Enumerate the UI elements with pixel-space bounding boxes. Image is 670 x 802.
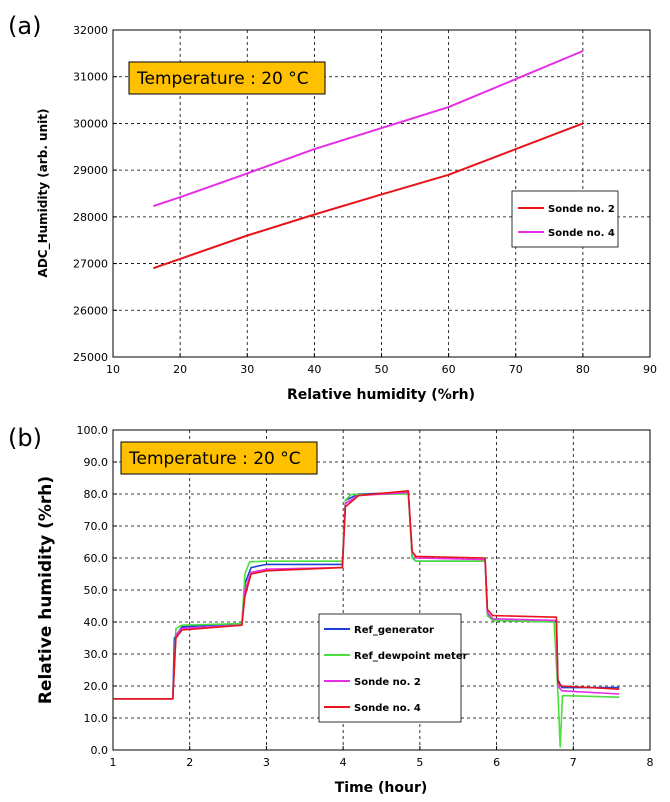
b-x-tick-label: 2 [186,756,193,769]
b-y-tick-label: 0.0 [91,744,109,757]
a-x-tick-label: 90 [643,363,657,376]
b-y-tick-label: 70.0 [84,520,109,533]
panel-a-temperature-callout: Temperature : 20 °C [128,61,326,95]
a-x-tick-label: 70 [509,363,523,376]
panel-b-temperature-callout: Temperature : 20 °C [120,441,318,475]
b-x-tick-label: 8 [647,756,654,769]
a-y-tick-label: 28000 [73,211,108,224]
panel-a-legend: Sonde no. 2 Sonde no. 4 [511,190,619,248]
b-x-tick-label: 7 [570,756,577,769]
a-y-tick-label: 25000 [73,351,108,364]
b-y-tick-label: 30.0 [84,648,109,661]
b-x-tick-label: 3 [263,756,270,769]
panel-a-legend-box [511,190,619,248]
panel-b-letter: (b) [8,424,42,452]
a-y-tick-label: 32000 [73,24,108,37]
a-y-tick-label: 27000 [73,258,108,271]
panel-b-x-ticks: 1 2 3 4 5 6 7 8 [110,746,654,769]
panel-b: (b) 1 2 3 4 5 6 7 8 0.0 10.0 20.0 30.0 40.0 50.0 60.0… [8,424,654,796]
b-y-tick-label: 20.0 [84,680,109,693]
panel-a-series [152,50,584,270]
b-x-tick-label: 6 [493,756,500,769]
b-x-tick-label: 5 [416,756,423,769]
panel-a: (a) 10 20 30 40 50 60 70 80 90 25000 26000 27000 28… [8,12,657,403]
b-legend-label-sonde-no-4: Sonde no. 4 [354,703,421,714]
panel-b-x-axis-title: Time (hour) [335,780,428,796]
b-x-tick-label: 1 [110,756,117,769]
b-y-tick-label: 10.0 [84,712,109,725]
a-y-tick-label: 30000 [73,117,108,130]
panel-b-legend: Ref_generator Ref_dewpoint meter Sonde no.… [318,613,468,723]
a-legend-label-sonde-no-2: Sonde no. 2 [548,204,615,215]
panel-a-callout-box [128,61,326,95]
a-legend-label-sonde-no-4: Sonde no. 4 [548,228,615,239]
panel-b-callout-text: Temperature : 20 °C [128,449,301,469]
panel-a-x-axis-title: Relative humidity (%rh) [287,387,475,403]
a-y-tick-label: 26000 [73,304,108,317]
b-y-tick-label: 60.0 [84,552,109,565]
a-x-tick-label: 60 [442,363,456,376]
panel-b-y-ticks: 0.0 10.0 20.0 30.0 40.0 50.0 60.0 70.0 80.0 90.0 1… [77,424,117,757]
b-legend-label-ref-dewpoint-meter: Ref_dewpoint meter [354,651,468,662]
a-x-tick-label: 50 [375,363,389,376]
a-y-tick-label: 31000 [73,71,108,84]
panel-b-legend-box [318,613,462,723]
b-y-tick-label: 100.0 [77,424,109,437]
b-legend-label-sonde-no-2: Sonde no. 2 [354,677,421,688]
a-x-tick-label: 80 [576,363,590,376]
panel-a-y-ticks: 25000 26000 27000 28000 29000 30000 31000 32000 [73,24,117,364]
panel-a-callout-text: Temperature : 20 °C [136,69,309,89]
b-y-tick-label: 80.0 [84,488,109,501]
a-x-tick-label: 10 [106,363,120,376]
panel-b-callout-box [120,441,318,475]
b-y-tick-label: 40.0 [84,616,109,629]
panel-a-x-ticks: 10 20 30 40 50 60 70 80 90 [106,353,657,376]
a-series-line-sonde-no-4 [152,50,584,208]
b-series-line-sonde-no-4 [113,489,620,700]
a-x-tick-label: 30 [240,363,254,376]
panel-b-series [113,489,620,748]
a-x-tick-label: 40 [307,363,321,376]
panel-b-y-axis-title: Relative humidity (%rh) [36,476,56,704]
panel-a-y-axis-title: ADC_Humidity (arb. unit) [36,109,51,278]
b-x-tick-label: 4 [340,756,347,769]
a-series-line-sonde-no-2 [152,122,584,270]
b-y-tick-label: 50.0 [84,584,109,597]
b-y-tick-label: 90.0 [84,456,109,469]
a-x-tick-label: 20 [173,363,187,376]
b-legend-label-ref-generator: Ref_generator [354,625,434,636]
a-y-tick-label: 29000 [73,164,108,177]
panel-a-letter: (a) [8,12,41,40]
